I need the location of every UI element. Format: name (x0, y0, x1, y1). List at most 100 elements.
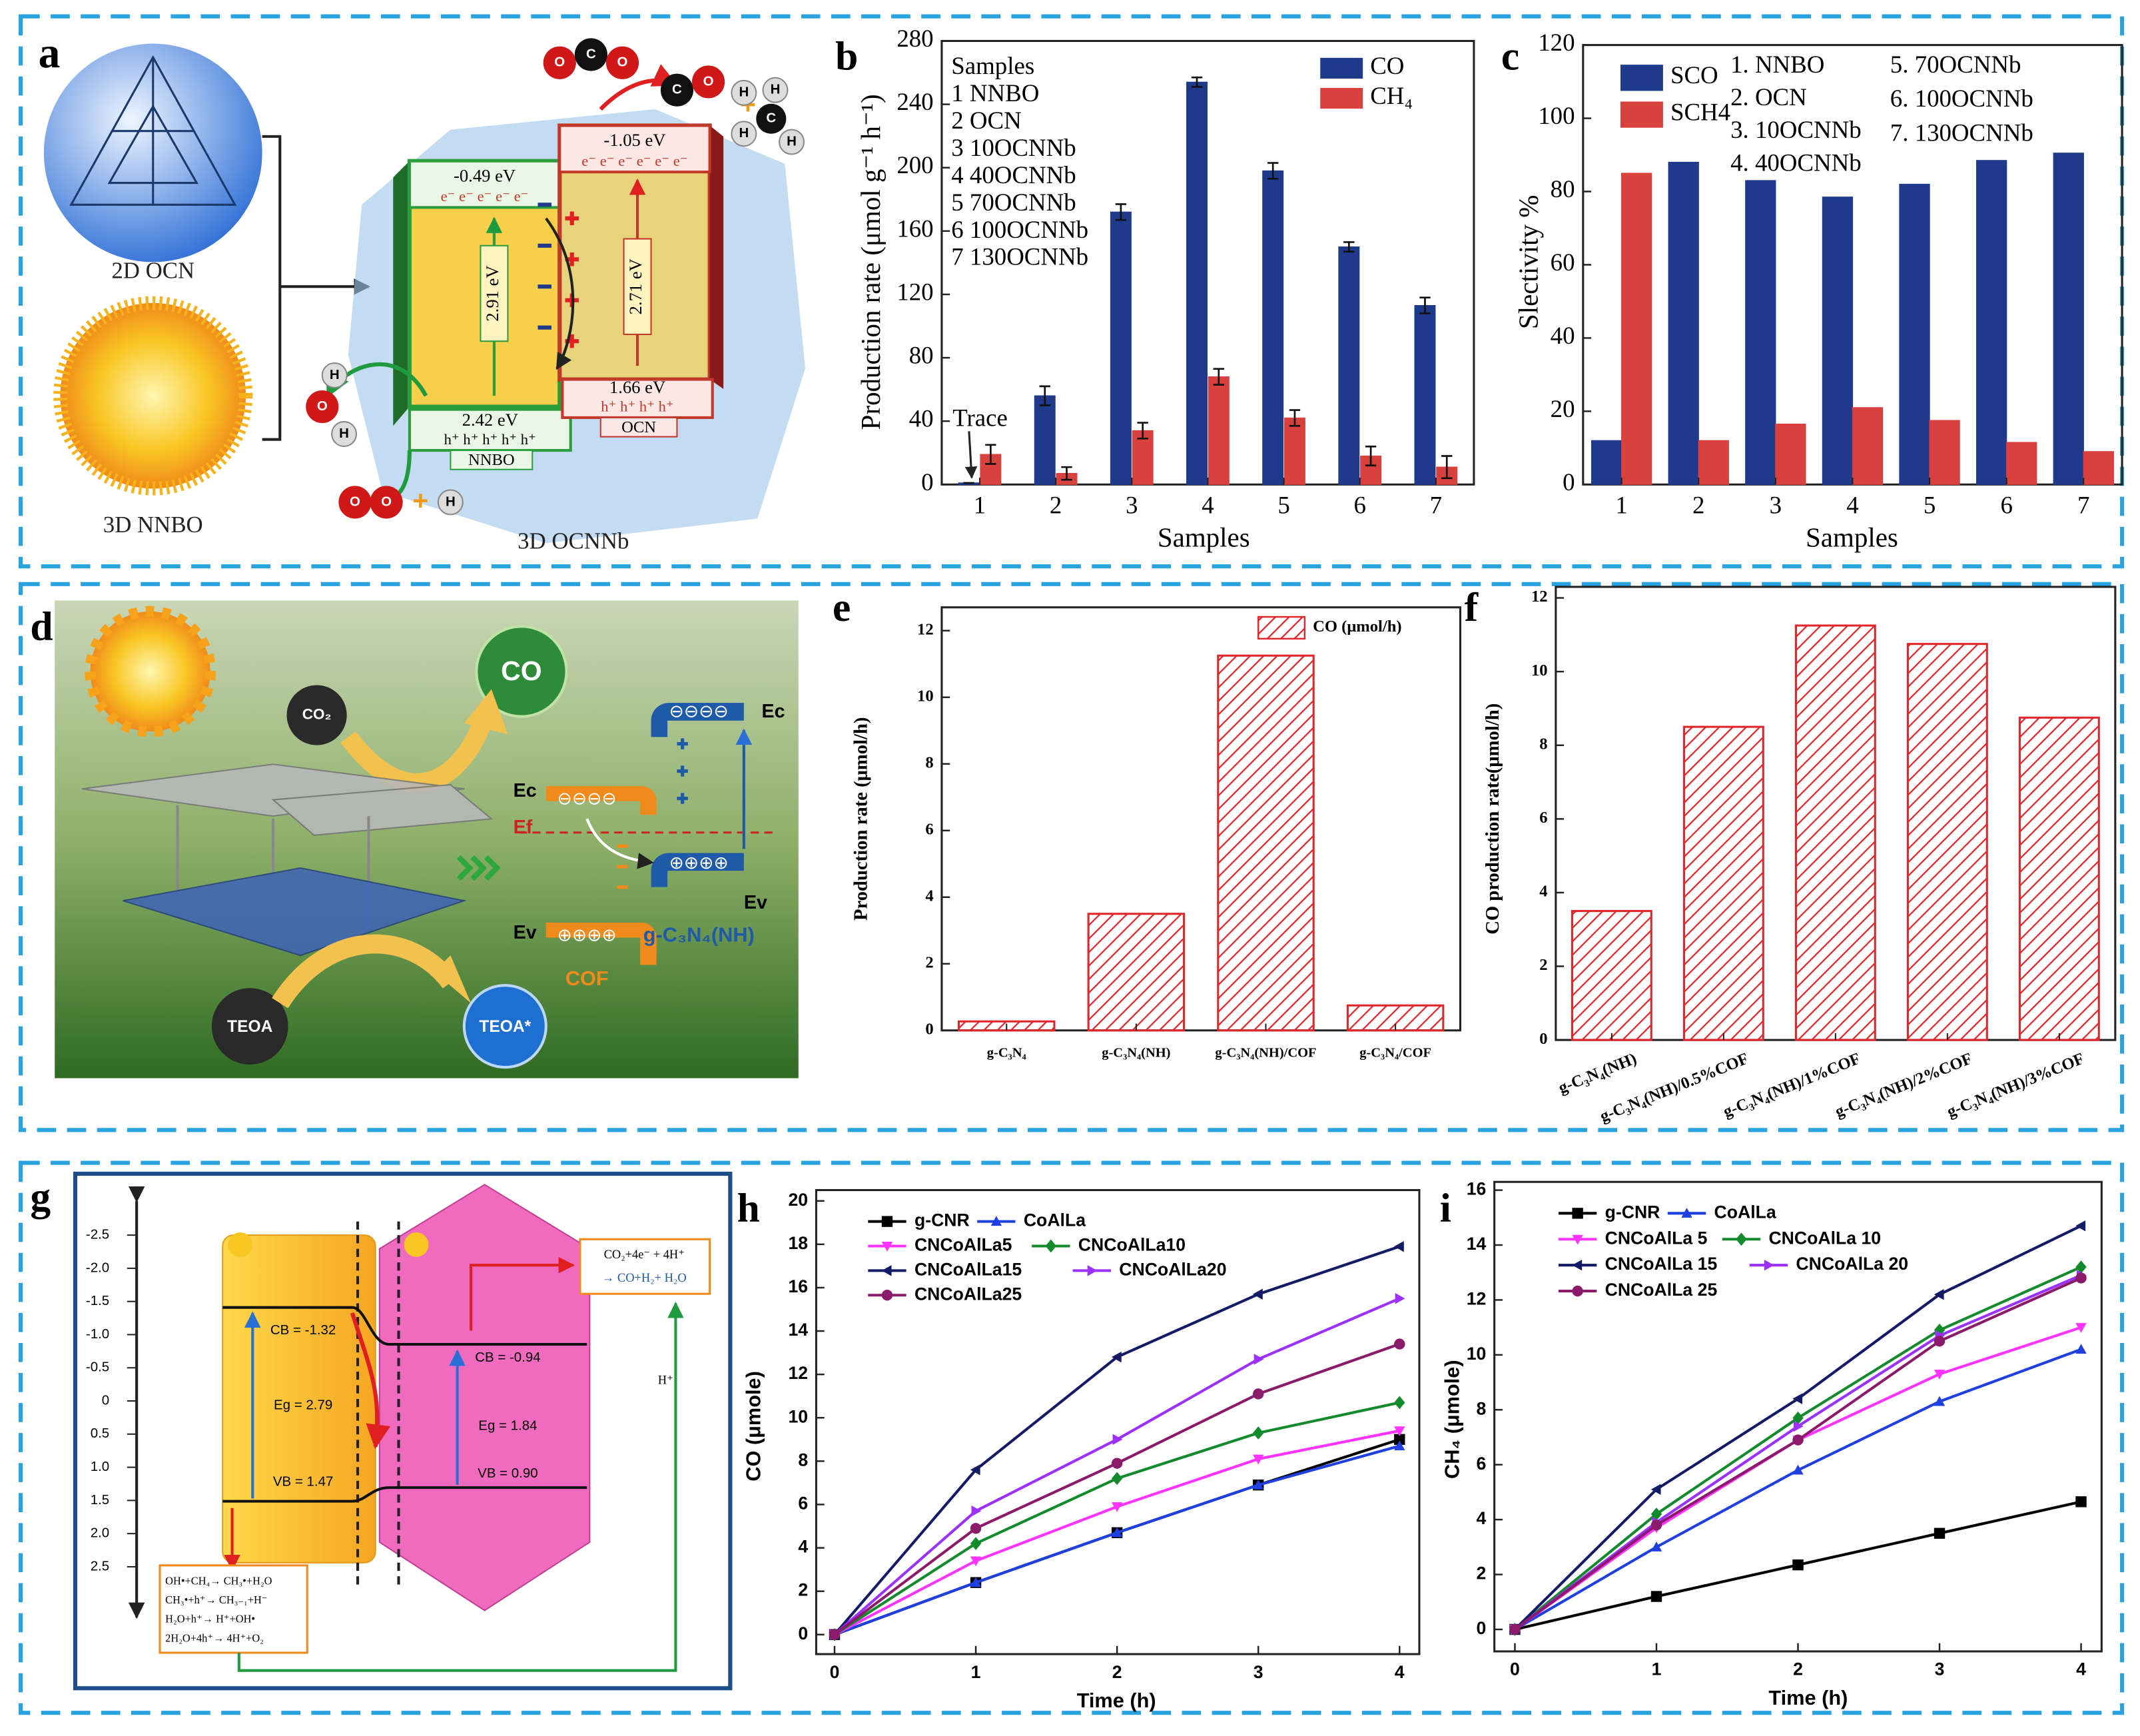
y-axis-label: CO (μmole) (741, 1371, 765, 1482)
marker (1572, 1208, 1583, 1219)
x-tick-label: g-C₃N₄(NH) (1102, 1045, 1170, 1060)
label: CB = -0.94 (475, 1350, 540, 1365)
vb-box (408, 408, 572, 452)
annotation: 2. OCN (1730, 83, 1807, 111)
y-tick-label: 10 (917, 687, 934, 705)
scale-label: -0.5 (86, 1360, 109, 1375)
y-tick-label: 8 (798, 1450, 808, 1470)
y-tick-label: 0 (1539, 1030, 1547, 1048)
marker (1934, 1370, 1946, 1380)
marker (990, 1216, 1002, 1226)
marker (1111, 1472, 1123, 1486)
bar (1621, 173, 1652, 485)
annotation: 4 40OCNNb (951, 161, 1076, 189)
y-tick-label: 4 (798, 1537, 808, 1557)
x-tick-label: 4 (1846, 492, 1858, 519)
y-axis-label: Slectivity % (1513, 195, 1543, 329)
marker (1253, 1288, 1263, 1300)
legend-label: CNCoAlLa20 (1119, 1259, 1226, 1279)
y-tick-label: 200 (896, 151, 933, 179)
marker (1792, 1434, 1804, 1446)
legend-label: CNCoAlLa15 (914, 1259, 1022, 1279)
chart: c 0 20 40 60 80 100 120 Slectivity % Samples 1. NN… (1501, 29, 2123, 553)
legend-label: CNCoAlLa 25 (1605, 1280, 1718, 1300)
label: 2.91 eV (482, 265, 502, 321)
marker (970, 1464, 980, 1476)
label: 1.66 eV (609, 377, 665, 397)
bar (1217, 654, 1315, 1032)
reaction-box (579, 1238, 711, 1295)
atom: H (446, 494, 456, 509)
marker (1394, 1240, 1404, 1252)
x-tick-label: 2 (1692, 492, 1704, 519)
legend-label: CNCoAlLa25 (914, 1284, 1022, 1304)
y-tick-label: 240 (896, 88, 933, 115)
arrow (585, 818, 655, 869)
marker (1792, 1393, 1803, 1404)
bar (2083, 451, 2114, 485)
marker (1934, 1336, 1946, 1347)
legend-label: CNCoAlLa5 (914, 1235, 1012, 1255)
atom: H (771, 82, 781, 97)
scale-label: -1.0 (86, 1326, 109, 1342)
atom: H (330, 367, 340, 382)
y-tick-label: 16 (789, 1276, 809, 1296)
y-tick-label: 40 (909, 405, 934, 432)
sun-icon (228, 1232, 253, 1257)
bar (1110, 211, 1132, 485)
atom: O (350, 494, 360, 509)
y-axis-label: CO production rate(μmol/h) (1482, 703, 1503, 935)
panel-d: d CO₂ CO TEOA TEOA* ⊖⊖⊖⊖ ⊕⊕⊕⊕ ⊖⊖⊖⊖ ⊕⊕⊕⊕ … (30, 600, 799, 1079)
cof-vb (545, 922, 657, 965)
label: OH•+CH₄→ CH₃•+H₂O (165, 1574, 272, 1587)
panel-letter: f (1465, 585, 1479, 630)
y-tick-label: 0 (921, 468, 933, 496)
cb-line (222, 1306, 587, 1346)
marker (1793, 1420, 1804, 1432)
atom: O (617, 55, 628, 70)
marker (1111, 1351, 1122, 1363)
panel-letter: a (39, 29, 61, 77)
error-bar (1365, 445, 1377, 467)
annotation: 5. 70OCNNb (1890, 51, 2021, 78)
marker (1395, 1293, 1405, 1304)
y-tick-label: 12 (789, 1363, 809, 1383)
x-tick-label: g-C₃N₄(NH)/COF (1215, 1045, 1316, 1060)
y-tick-label: 0 (1563, 468, 1575, 496)
label: CB = -1.32 (270, 1322, 336, 1338)
marker (1934, 1323, 1946, 1337)
legend-label: g-CNR (914, 1210, 970, 1230)
bar (1414, 304, 1436, 485)
marker (2075, 1272, 2087, 1284)
y-tick-label: 6 (1539, 809, 1547, 827)
gap-box (623, 238, 652, 335)
error-bar (1289, 409, 1301, 427)
legend-swatch (1620, 101, 1663, 128)
bar (1906, 643, 1988, 1041)
x-tick-label: 1 (1615, 492, 1627, 519)
energy-scale: -2.5 -2.0 -1.5 -1.0 -0.5 0 0.5 1.0 1.5 2.0 2.5 (86, 1227, 137, 1573)
legend-label: CoAlLa (1714, 1202, 1776, 1222)
cn-layer (123, 867, 467, 957)
panel-letter: b (835, 33, 858, 79)
x-tick-label: 4 (2076, 1659, 2086, 1679)
label: -0.49 eV (454, 165, 516, 185)
label-box (450, 450, 534, 470)
marker (1736, 1232, 1747, 1246)
box-side (393, 161, 410, 426)
marker (1394, 1434, 1405, 1446)
annotation: Samples (951, 52, 1034, 79)
legend-label: CoAlLa (1024, 1210, 1086, 1230)
arrow (545, 217, 575, 370)
marker (1764, 1259, 1774, 1271)
y-tick-label: 0 (1477, 1618, 1487, 1638)
y-tick-label: 4 (1477, 1508, 1487, 1528)
label: 2H₂O+4h⁺→ 4H⁺+O₂ (165, 1631, 264, 1644)
legend-label: SCO (1670, 61, 1718, 89)
y-axis-label: Production rate (μmol/h) (851, 717, 872, 921)
label: -1.05 eV (603, 130, 665, 150)
y-tick-label: 8 (1477, 1398, 1487, 1418)
label: CO₂+4e⁻ + 4H⁺ (604, 1248, 685, 1261)
label-box (599, 416, 678, 438)
